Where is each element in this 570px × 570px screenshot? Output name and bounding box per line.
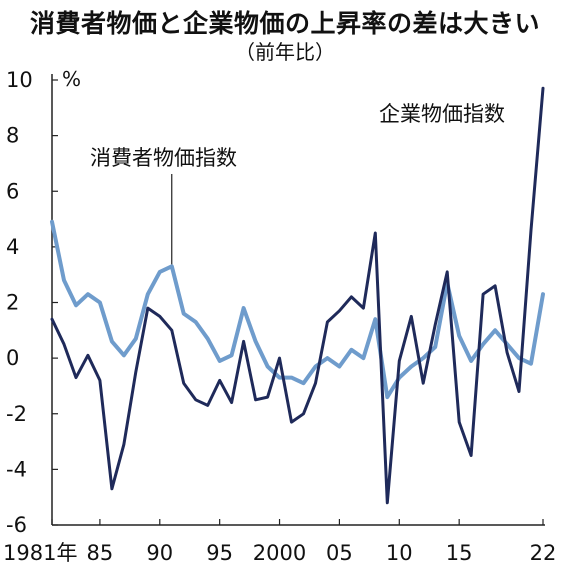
x-tick-label: 05 [326,541,353,565]
y-tick-label: 6 [6,179,19,203]
y-tick-label: -6 [6,513,27,537]
corporate-price-line [50,86,545,505]
consumer-price-label: 消費者物価指数 [90,146,237,170]
chart-title: 消費者物価と企業物価の上昇率の差は大きい [29,9,540,38]
corporate-price-label: 企業物価指数 [379,102,505,126]
x-tick-label: 95 [206,541,233,565]
x-tick-label: 90 [146,541,173,565]
consumer-price-line [50,219,545,400]
x-tick-label: 10 [386,541,413,565]
y-tick-label: 10 [6,68,33,92]
y-tick-label: -2 [6,402,27,426]
x-tick-label: 22 [530,541,557,565]
y-tick-label: 8 [6,124,19,148]
y-tick-label: 0 [6,346,19,370]
x-tick-label: 85 [87,541,114,565]
x-tick-label: 1981年 [3,541,77,565]
y-tick-label: 2 [6,291,19,315]
chart-subtitle: （前年比） [235,40,335,64]
x-tick-label: 15 [446,541,473,565]
x-tick-label: 2000 [253,541,306,565]
y-tick-label: 4 [6,235,19,259]
y-unit-label: % [62,67,81,91]
y-tick-label: -4 [6,457,27,481]
